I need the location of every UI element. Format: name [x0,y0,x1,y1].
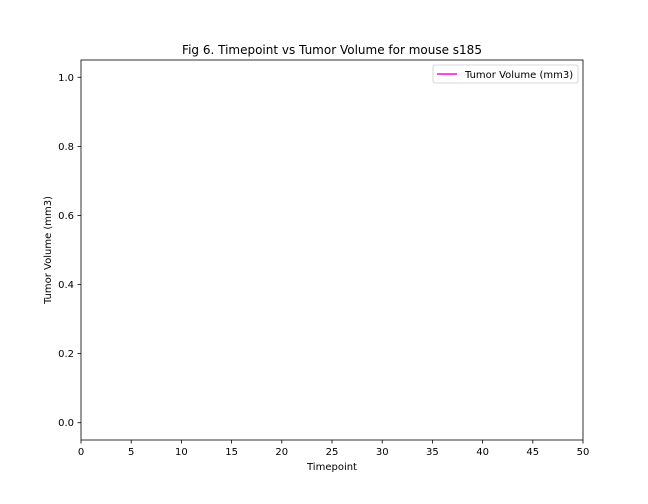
y-tick-label: 0.6 [58,211,74,222]
x-tick-label: 20 [275,447,288,458]
x-tick-label: 45 [526,447,539,458]
x-axis-label: Timepoint [306,462,357,473]
x-tick-label: 15 [225,447,238,458]
x-tick-label: 0 [78,447,84,458]
legend: Tumor Volume (mm3) [432,64,579,84]
legend-label: Tumor Volume (mm3) [464,70,573,81]
x-tick-label: 25 [326,447,339,458]
legend-frame [432,64,579,84]
x-tick-label: 10 [175,447,188,458]
y-tick-label: 0.0 [58,418,74,429]
x-axis: 0 5 10 15 20 25 30 35 40 45 50 [78,440,590,458]
y-axis-label: Tumor Volume (mm3) [43,196,54,305]
chart-title: Fig 6. Timepoint vs Tumor Volume for mou… [182,43,482,57]
x-tick-label: 35 [426,447,439,458]
y-tick-label: 0.2 [58,349,74,360]
y-tick-label: 0.4 [58,280,74,291]
plot-frame [80,59,584,441]
y-tick-label: 0.8 [58,142,74,153]
x-tick-label: 40 [476,447,489,458]
x-tick-label: 50 [577,447,590,458]
x-tick-label: 30 [376,447,389,458]
y-axis: 0.0 0.2 0.4 0.6 0.8 1.0 [58,73,81,429]
plot-area [80,59,584,441]
y-tick-label: 1.0 [58,73,74,84]
x-tick-label: 5 [128,447,134,458]
